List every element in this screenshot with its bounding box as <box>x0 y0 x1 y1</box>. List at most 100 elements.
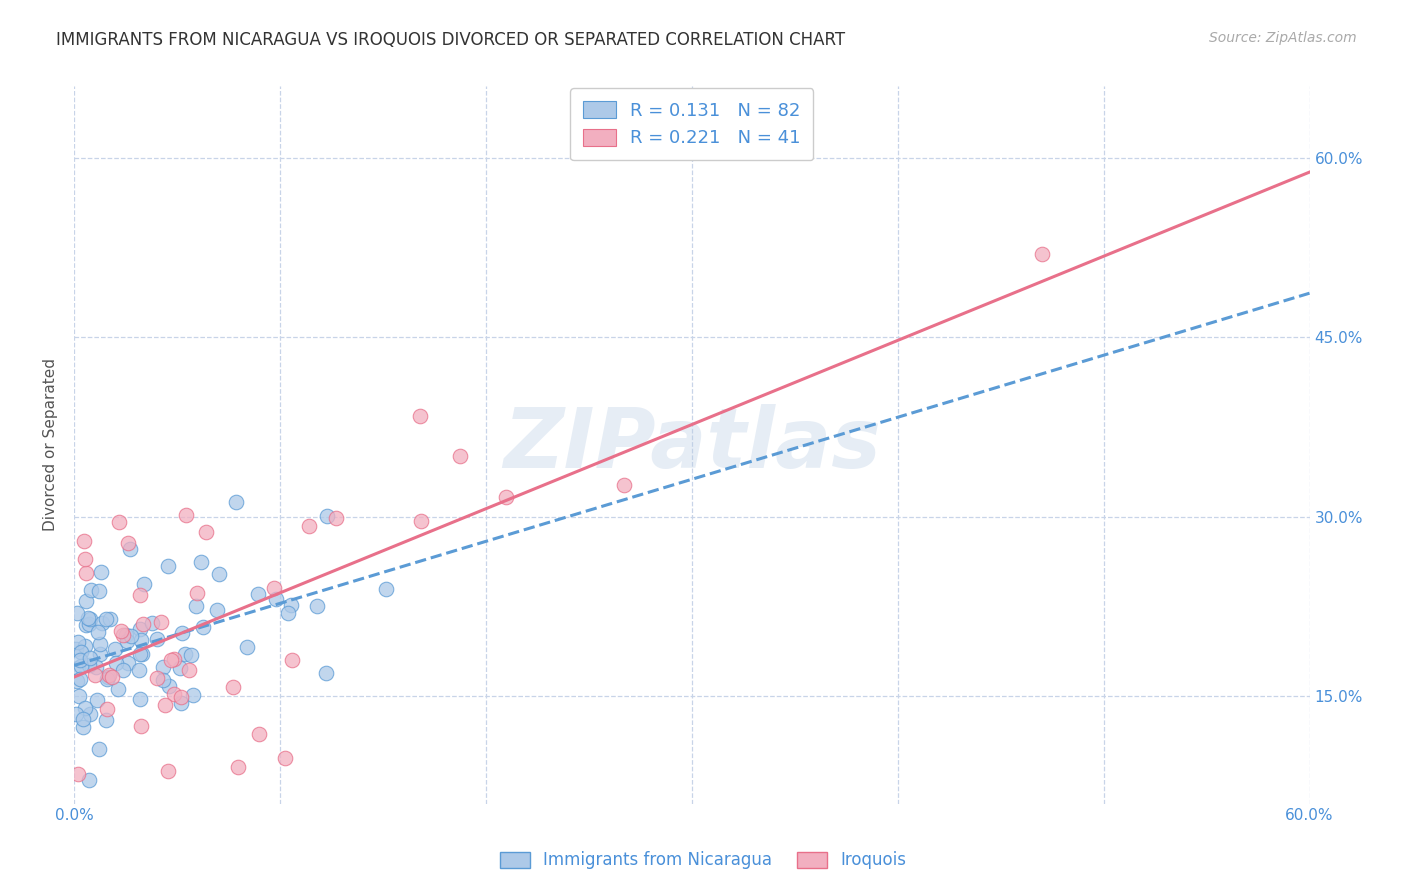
Point <box>77 617 100 632</box>
Point <box>225 495 247 509</box>
Point <box>207 603 229 617</box>
Point <box>305 599 328 614</box>
Point <box>87 624 110 639</box>
Text: IMMIGRANTS FROM NICARAGUA VS IROQUOIS DIVORCED OR SEPARATED CORRELATION CHART: IMMIGRANTS FROM NICARAGUA VS IROQUOIS DI… <box>56 31 845 49</box>
Point <box>69 672 91 686</box>
Point <box>495 490 517 504</box>
Point <box>315 508 337 523</box>
Point <box>120 629 142 643</box>
Point <box>174 647 197 661</box>
Point <box>128 663 150 677</box>
Point <box>79 707 101 722</box>
Point <box>222 680 245 694</box>
Point <box>112 663 135 677</box>
Point <box>246 587 269 601</box>
Point <box>87 741 110 756</box>
Point <box>160 653 183 667</box>
Point <box>129 719 152 733</box>
Point <box>66 767 89 781</box>
Point <box>1031 246 1053 260</box>
Point <box>66 634 89 648</box>
Point <box>96 702 118 716</box>
Point <box>104 642 127 657</box>
Point <box>115 627 138 641</box>
Point <box>73 533 96 548</box>
Point <box>75 566 97 581</box>
Point <box>298 518 321 533</box>
Point <box>409 409 432 423</box>
Point <box>65 642 87 657</box>
Point <box>184 599 207 613</box>
Point <box>76 611 98 625</box>
Point <box>236 640 259 655</box>
Point <box>152 660 174 674</box>
Point <box>157 679 180 693</box>
Point <box>107 681 129 696</box>
Point <box>325 511 347 525</box>
Point <box>281 653 304 667</box>
Point <box>73 551 96 566</box>
Point <box>152 673 174 687</box>
Legend: Immigrants from Nicaragua, Iroquois: Immigrants from Nicaragua, Iroquois <box>489 841 917 880</box>
Point <box>409 514 432 528</box>
Point <box>131 633 153 648</box>
Point <box>97 670 120 684</box>
Point <box>101 670 124 684</box>
Point <box>153 698 176 713</box>
Point <box>141 615 163 630</box>
Point <box>128 647 150 661</box>
Point <box>156 764 179 778</box>
Point <box>146 632 169 647</box>
Point <box>128 588 150 602</box>
Point <box>72 712 94 726</box>
Point <box>73 640 96 654</box>
Point <box>110 624 132 638</box>
Point <box>108 516 131 530</box>
Point <box>170 690 193 704</box>
Point <box>191 620 214 634</box>
Point <box>77 657 100 672</box>
Point <box>131 648 153 662</box>
Point <box>170 696 193 710</box>
Point <box>247 727 270 741</box>
Point <box>117 656 139 670</box>
Point <box>163 651 186 665</box>
Text: Source: ZipAtlas.com: Source: ZipAtlas.com <box>1209 31 1357 45</box>
Point <box>87 584 110 599</box>
Text: ZIPatlas: ZIPatlas <box>503 404 880 485</box>
Point <box>90 565 112 579</box>
Point <box>94 713 117 727</box>
Point <box>115 634 138 648</box>
Point <box>120 541 142 556</box>
Point <box>226 760 249 774</box>
Point <box>117 536 139 550</box>
Point <box>112 628 135 642</box>
Point <box>170 626 193 640</box>
Point <box>315 665 337 680</box>
Point <box>146 671 169 685</box>
Point <box>77 772 100 787</box>
Y-axis label: Divorced or Separated: Divorced or Separated <box>44 359 58 532</box>
Point <box>132 616 155 631</box>
Point <box>169 661 191 675</box>
Point <box>186 586 208 600</box>
Point <box>128 692 150 706</box>
Point <box>69 653 91 667</box>
Point <box>97 668 120 682</box>
Point <box>79 651 101 665</box>
Point <box>91 615 114 630</box>
Point <box>195 524 218 539</box>
Point <box>157 558 180 573</box>
Point <box>177 663 200 677</box>
Point <box>264 591 287 606</box>
Point <box>80 582 103 597</box>
Point <box>375 582 398 597</box>
Point <box>98 612 121 626</box>
Point <box>94 612 117 626</box>
Point <box>449 450 471 464</box>
Point <box>69 658 91 673</box>
Point <box>67 661 90 675</box>
Point <box>79 612 101 626</box>
Point <box>96 672 118 686</box>
Point <box>84 659 107 673</box>
